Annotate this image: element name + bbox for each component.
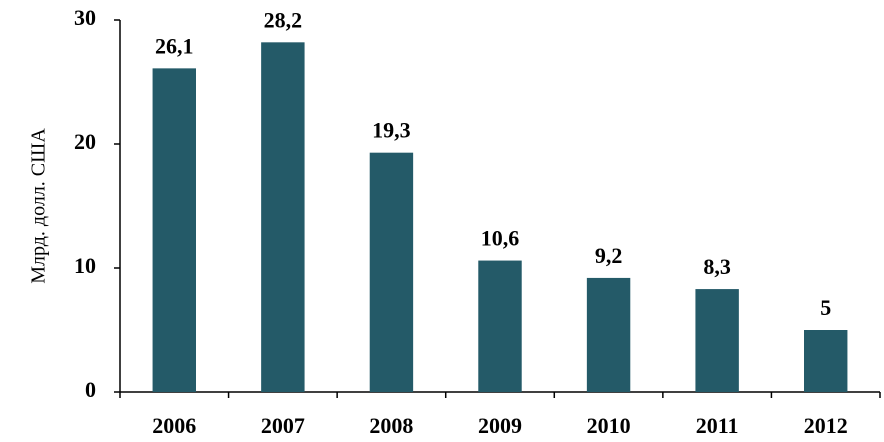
x-tick-label: 2011 bbox=[696, 413, 739, 438]
data-label: 19,3 bbox=[372, 118, 411, 143]
x-tick-label: 2012 bbox=[804, 413, 848, 438]
x-tick-label: 2010 bbox=[587, 413, 631, 438]
bar bbox=[152, 68, 196, 393]
y-tick-label: 10 bbox=[74, 253, 96, 278]
bar bbox=[695, 289, 739, 392]
data-label: 9,2 bbox=[595, 243, 623, 268]
y-tick-label: 0 bbox=[85, 377, 96, 402]
x-tick-label: 2008 bbox=[369, 413, 413, 438]
bar bbox=[804, 330, 848, 392]
x-tick-label: 2006 bbox=[152, 413, 196, 438]
data-label: 10,6 bbox=[481, 226, 520, 251]
bar bbox=[586, 277, 631, 392]
x-tick-label: 2007 bbox=[261, 413, 305, 438]
y-tick-label: 30 bbox=[74, 5, 96, 30]
y-axis-label: Млрд. долл. США bbox=[28, 128, 50, 284]
bar bbox=[261, 42, 305, 392]
y-tick-label: 20 bbox=[74, 129, 96, 154]
bar bbox=[369, 152, 414, 392]
data-label: 26,1 bbox=[155, 33, 194, 58]
x-tick-label: 2009 bbox=[478, 413, 522, 438]
data-label: 28,2 bbox=[264, 7, 303, 32]
data-label: 8,3 bbox=[703, 254, 731, 279]
data-label: 5 bbox=[820, 295, 831, 320]
bar bbox=[478, 260, 522, 392]
